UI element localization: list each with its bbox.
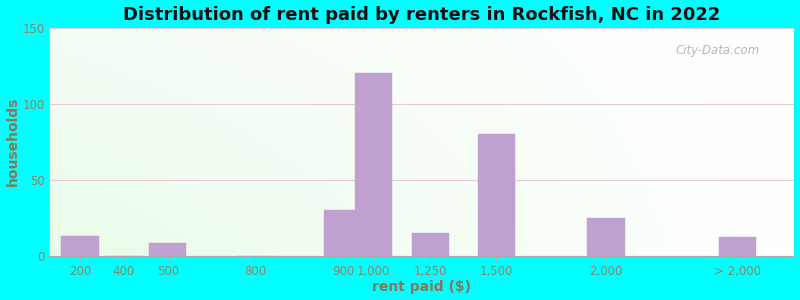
X-axis label: rent paid ($): rent paid ($) [373,280,471,294]
Bar [587,218,625,256]
Bar [355,74,392,256]
Bar [62,236,98,256]
Text: City-Data.com: City-Data.com [675,44,759,57]
Bar [149,244,186,256]
Y-axis label: households: households [6,97,19,187]
Bar [719,237,756,256]
Bar [478,134,515,256]
Bar [325,210,362,256]
Title: Distribution of rent paid by renters in Rockfish, NC in 2022: Distribution of rent paid by renters in … [123,6,721,24]
Bar [412,233,450,256]
